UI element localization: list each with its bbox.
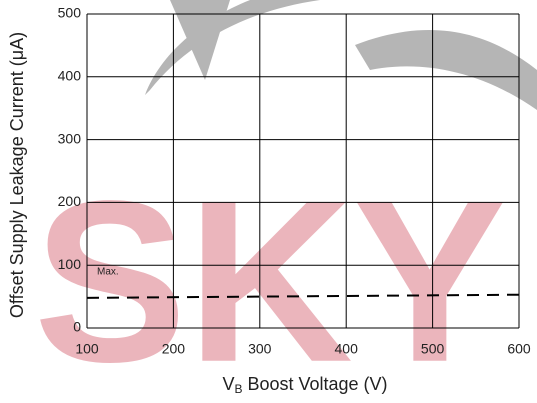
x-axis-label-main: V bbox=[222, 374, 234, 394]
y-axis-label: Offset Supply Leakage Current (μA) bbox=[7, 32, 27, 318]
x-axis-label-sub: B bbox=[234, 382, 242, 396]
watermark-text: SKY bbox=[34, 153, 507, 403]
series-line bbox=[86, 293, 520, 299]
y-tick-label: 200 bbox=[58, 193, 82, 209]
y-tick-label: 100 bbox=[58, 256, 82, 272]
x-tick-label: 200 bbox=[162, 341, 186, 357]
watermark: SKY bbox=[34, 0, 537, 403]
x-tick-label: 300 bbox=[248, 341, 272, 357]
watermark-shape bbox=[170, 0, 230, 80]
y-tick-label: 0 bbox=[73, 319, 81, 335]
x-tick-label: 100 bbox=[75, 341, 99, 357]
x-axis-label-rest: Boost Voltage (V) bbox=[242, 374, 387, 394]
watermark-shape bbox=[145, 0, 320, 95]
watermark-shape bbox=[355, 30, 537, 111]
x-tick-label: 400 bbox=[335, 341, 359, 357]
y-tick-label: 400 bbox=[58, 68, 82, 84]
series-label: Max. bbox=[97, 266, 119, 277]
x-tick-label: 500 bbox=[421, 341, 445, 357]
y-tick-label: 300 bbox=[58, 130, 82, 146]
plot-area: 0 100 200 300 400 500 100 200 300 400 500 600 Max. bbox=[58, 5, 531, 357]
x-tick-label: 600 bbox=[507, 341, 531, 357]
x-axis-label: VB Boost Voltage (V) bbox=[222, 374, 387, 396]
y-tick-label: 500 bbox=[58, 5, 82, 21]
